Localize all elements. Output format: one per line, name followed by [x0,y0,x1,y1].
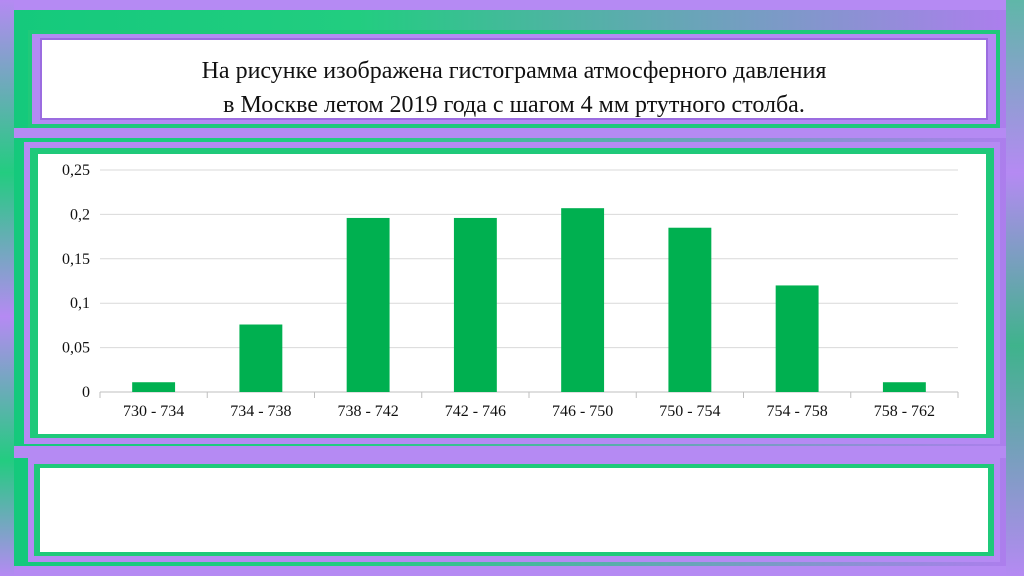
x-tick-label: 734 - 738 [230,403,291,420]
histogram-bar [775,285,819,392]
bottom-panel [28,458,1000,562]
empty-text-box [40,468,988,552]
x-tick-label: 746 - 750 [552,403,613,420]
y-tick-label: 0,25 [62,162,90,179]
x-tick-label: 754 - 758 [766,403,827,420]
chart-area: 0 0,05 0,1 0,15 0,2 0,25 730 - 734 734 - 738 738… [38,154,986,434]
decor-stripe-bottom [0,566,1024,576]
x-tick-label: 738 - 742 [337,403,398,420]
decor-side-left [0,0,14,576]
x-tick-label: 730 - 734 [123,403,184,420]
decor-side-right [1006,0,1024,576]
y-tick-label: 0,15 [62,251,90,268]
y-tick-label: 0,1 [70,295,90,312]
slide-title: На рисунке изображена гистограмма атмосф… [42,54,986,122]
y-tick-label: 0,05 [62,340,90,357]
histogram-bar [882,382,926,392]
x-tick-label: 758 - 762 [874,403,935,420]
histogram-bar [561,208,605,392]
histogram-bar [239,324,283,392]
histogram-chart: 0 0,05 0,1 0,15 0,2 0,25 730 - 734 734 - 738 738… [62,162,959,420]
y-tick-label: 0 [82,384,90,401]
decor-stripe-middle [0,128,1024,138]
title-box: На рисунке изображена гистограмма атмосф… [40,38,988,120]
histogram-bar [132,382,176,392]
decor-stripe-top [0,0,1024,10]
x-tick-label: 742 - 746 [445,403,506,420]
histogram-bar [453,217,497,392]
x-tick-label: 750 - 754 [659,403,720,420]
slide-title-line-1: На рисунке изображена гистограмма атмосф… [201,58,827,84]
title-panel: На рисунке изображена гистограмма атмосф… [28,30,1000,128]
histogram-bar [668,227,712,392]
histogram-bar [346,217,390,392]
chart-panel: 0 0,05 0,1 0,15 0,2 0,25 730 - 734 734 - 738 738… [24,142,1000,444]
y-tick-label: 0,2 [70,206,90,223]
decor-stripe-lower [0,446,1024,458]
slide-title-line-2: в Москве летом 2019 года с шагом 4 мм рт… [223,92,805,118]
